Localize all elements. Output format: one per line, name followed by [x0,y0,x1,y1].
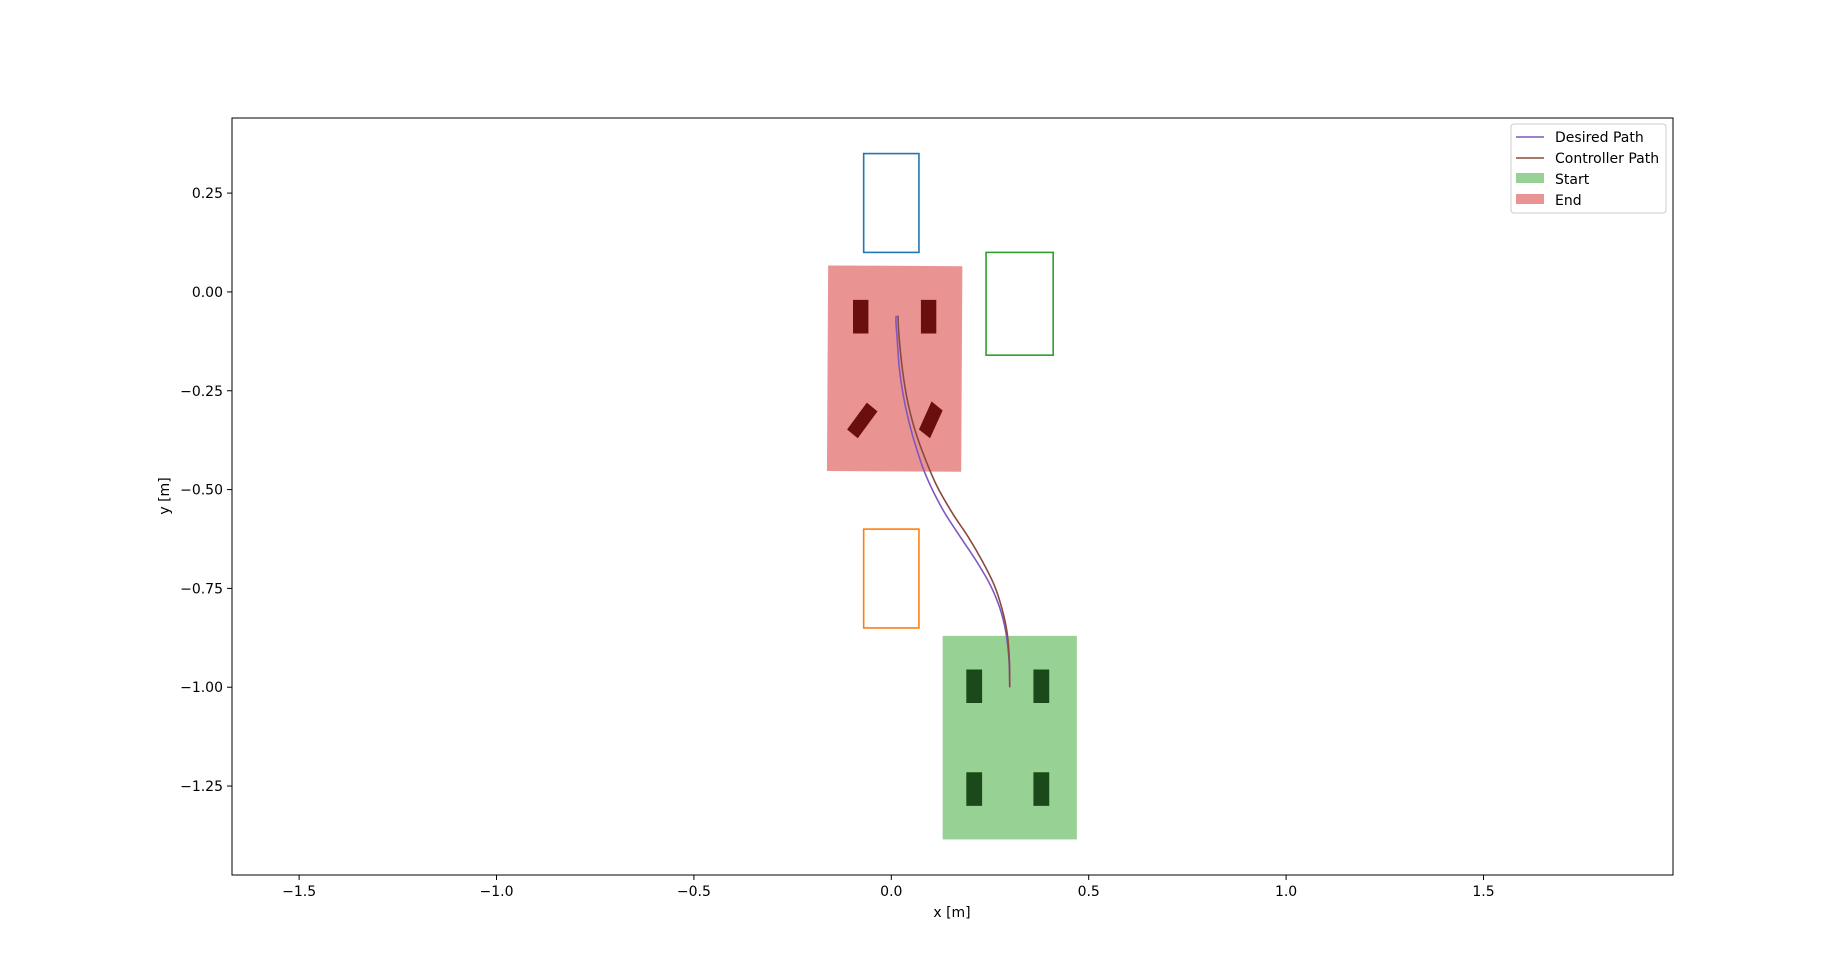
y-axis-label: y [m] [157,477,173,514]
wheel-2 [1033,669,1050,704]
y-tick-label: −1.00 [180,680,223,696]
legend-label-controller-path: Controller Path [1555,151,1659,167]
y-tick-label: −0.50 [180,483,223,499]
x-axis-ticks: −1.5 −1.0 −0.5 0.0 0.5 1.0 1.5 [282,875,1495,900]
legend: Desired Path Controller Path Start End [1510,123,1667,214]
obstacle-3 [862,528,920,629]
obstacle-1 [862,152,920,254]
series-line-desired-path [895,315,1011,688]
x-tick-label: −1.0 [480,884,514,900]
legend-swatch-end [1516,194,1544,204]
wheel-3 [966,772,983,806]
wheel-7 [847,402,878,439]
legend-label-start: Start [1555,172,1590,188]
y-tick-label: 0.25 [192,186,223,202]
x-tick-label: 0.0 [880,884,902,900]
obstacle-2 [985,251,1054,356]
wheel-5 [853,299,869,334]
wheel-4 [1033,772,1050,806]
x-tick-label: −1.5 [282,884,316,900]
x-tick-label: 0.5 [1078,884,1100,900]
plot-area [826,152,1077,840]
wheel-8 [918,401,943,439]
legend-frame [1510,123,1667,214]
y-tick-label: −0.75 [180,581,223,597]
legend-swatch-start [1516,173,1544,183]
legend-label-desired-path: Desired Path [1555,130,1644,146]
y-tick-label: −0.25 [180,384,223,400]
y-tick-label: −1.25 [180,779,223,795]
wheel-6 [920,299,937,334]
wheel-1 [966,669,983,704]
y-axis-ticks: 0.25 0.00 −0.25 −0.50 −0.75 −1.00 −1.25 [180,186,232,795]
legend-label-end: End [1555,193,1582,209]
axes-frame [231,117,1674,876]
x-axis-label: x [m] [933,905,970,921]
y-tick-label: 0.00 [192,285,223,301]
x-tick-label: −0.5 [677,884,711,900]
series-line-controller-path [897,315,1011,688]
end-patch [826,265,963,472]
x-tick-label: 1.5 [1472,884,1494,900]
x-tick-label: 1.0 [1275,884,1297,900]
